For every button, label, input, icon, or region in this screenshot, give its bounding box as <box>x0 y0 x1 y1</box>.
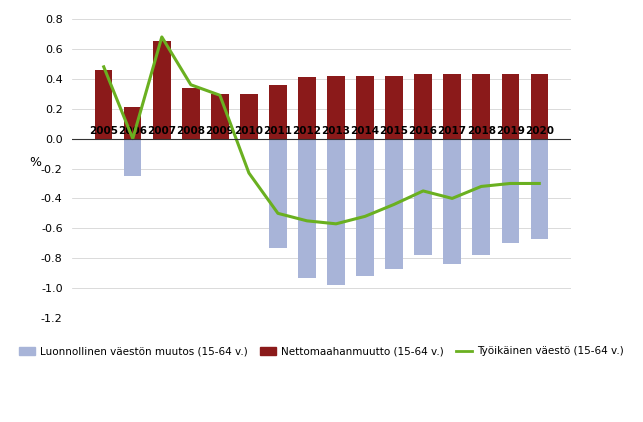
Text: 2018: 2018 <box>467 126 496 135</box>
Bar <box>444 138 461 264</box>
Text: 2015: 2015 <box>379 126 408 135</box>
Bar <box>502 74 519 138</box>
Bar <box>298 77 316 138</box>
Bar <box>327 76 345 138</box>
Bar <box>269 138 287 248</box>
Bar <box>124 138 141 176</box>
Bar <box>385 138 403 269</box>
Text: 2019: 2019 <box>496 126 525 135</box>
Bar <box>530 138 548 239</box>
Text: 2012: 2012 <box>293 126 322 135</box>
Text: 2020: 2020 <box>525 126 554 135</box>
Bar <box>211 94 229 138</box>
Y-axis label: %: % <box>30 156 41 168</box>
Text: 2017: 2017 <box>438 126 467 135</box>
Bar <box>473 74 490 138</box>
Bar <box>502 138 519 243</box>
Text: 2010: 2010 <box>235 126 264 135</box>
Text: 2005: 2005 <box>89 126 118 135</box>
Bar <box>95 98 113 138</box>
Text: 2008: 2008 <box>176 126 205 135</box>
Legend: Luonnollinen väestön muutos (15-64 v.), Nettomaahanmuutto (15-64 v.), Työikäinen: Luonnollinen väestön muutos (15-64 v.), … <box>15 342 628 361</box>
Bar <box>153 85 170 138</box>
Text: 2014: 2014 <box>350 126 379 135</box>
Text: 2011: 2011 <box>264 126 293 135</box>
Bar <box>414 74 432 138</box>
Bar <box>385 76 403 138</box>
Bar <box>473 138 490 255</box>
Bar <box>414 138 432 255</box>
Bar <box>298 138 316 278</box>
Bar <box>530 74 548 138</box>
Bar <box>269 85 287 138</box>
Bar <box>182 88 199 138</box>
Bar <box>153 41 170 138</box>
Text: 2013: 2013 <box>322 126 350 135</box>
Text: 2006: 2006 <box>118 126 147 135</box>
Bar <box>356 76 374 138</box>
Text: 2009: 2009 <box>206 126 234 135</box>
Text: 2016: 2016 <box>408 126 438 135</box>
Bar <box>444 74 461 138</box>
Text: 2007: 2007 <box>147 126 176 135</box>
Bar <box>124 107 141 138</box>
Bar <box>327 138 345 285</box>
Bar <box>95 70 113 138</box>
Bar <box>240 94 258 138</box>
Bar <box>356 138 374 276</box>
